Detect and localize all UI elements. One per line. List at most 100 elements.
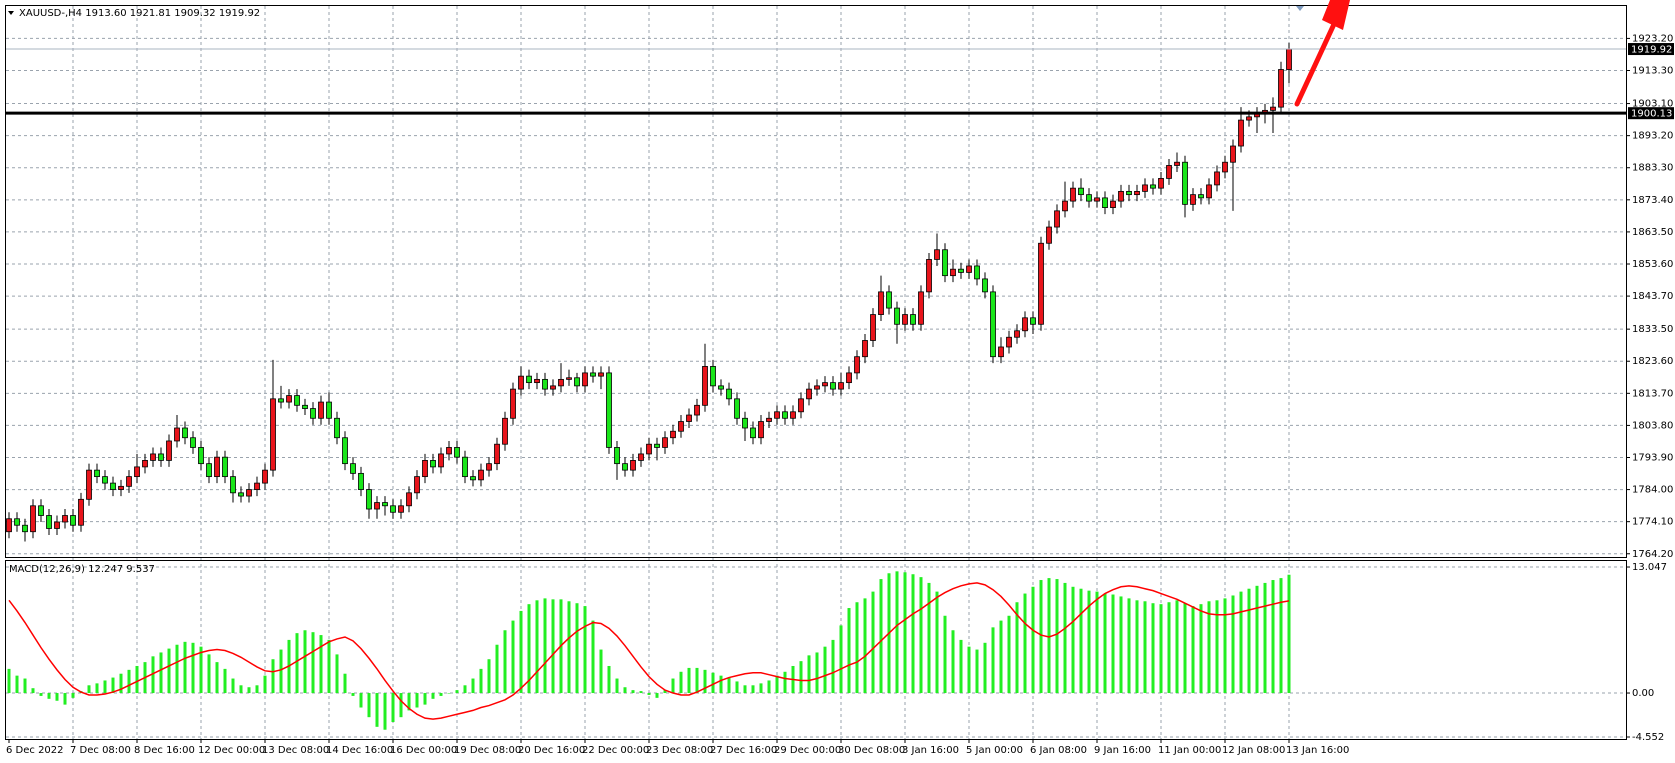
histogram-bar <box>599 649 603 694</box>
y-tick-label: 1774.10 <box>1632 517 1673 528</box>
histogram-bar <box>919 577 923 694</box>
histogram-bar <box>943 615 947 694</box>
histogram-bar <box>415 693 419 708</box>
histogram-bar <box>279 649 283 694</box>
histogram-bar <box>231 678 235 694</box>
histogram-bar <box>815 652 819 694</box>
candle-body <box>358 472 364 490</box>
candle-body <box>942 249 948 277</box>
candle-body <box>638 453 644 461</box>
text-layer: 1923.20 1913.30 1903.10 1893.20 1883.30 1873.… <box>6 33 1674 756</box>
histogram-bar <box>175 644 179 694</box>
histogram-bar <box>159 652 163 694</box>
candle-body <box>398 505 404 513</box>
candle-body <box>62 515 68 523</box>
histogram-bar <box>767 680 771 694</box>
x-tick-label: 13 Jan 16:00 <box>1286 745 1349 756</box>
candle-body <box>286 395 292 403</box>
candle-body <box>462 456 468 478</box>
candle-body <box>1118 190 1124 202</box>
histogram-bar <box>255 685 259 694</box>
histogram-bar <box>487 659 491 694</box>
candle-body <box>246 489 252 497</box>
y-tick-label: 1923.20 <box>1632 33 1673 44</box>
histogram-bar <box>935 591 939 694</box>
candle-body <box>1062 200 1068 212</box>
histogram-bar <box>87 685 91 694</box>
candle-body <box>46 515 52 529</box>
candle-body <box>494 443 500 465</box>
candle-body <box>166 440 172 461</box>
candle-body <box>430 460 436 468</box>
histogram-bar <box>543 598 547 694</box>
price-label: 1919.92 <box>1631 45 1672 56</box>
histogram-bar <box>1095 591 1099 694</box>
y-tick-label: 1784.00 <box>1632 485 1673 496</box>
histogram-bar <box>207 654 211 694</box>
candle-body <box>950 268 956 277</box>
histogram-bar <box>311 632 315 694</box>
candle-body <box>174 427 180 442</box>
histogram-bar <box>135 665 139 694</box>
candle-body <box>710 366 716 387</box>
candle-body <box>702 366 708 406</box>
histogram-bar <box>1207 601 1211 694</box>
candle-body <box>502 417 508 445</box>
x-tick-label: 20 Dec 16:00 <box>518 745 585 756</box>
candle-body <box>1286 48 1292 70</box>
price-label-box <box>1628 107 1674 120</box>
candle-body <box>446 447 452 455</box>
price-label: 1900.13 <box>1631 109 1672 120</box>
histogram-bar <box>831 639 835 694</box>
candle-body <box>590 372 596 377</box>
annotation-arrow-head <box>1322 0 1350 30</box>
histogram-bar <box>671 678 675 694</box>
x-tick-label: 5 Jan 00:00 <box>966 745 1023 756</box>
candle-body <box>1142 184 1148 192</box>
candle-body <box>1222 161 1228 173</box>
candle-body <box>606 372 612 448</box>
candle-body <box>1078 187 1084 196</box>
x-tick-label: 8 Dec 16:00 <box>134 745 195 756</box>
candle-body <box>22 524 28 533</box>
y-tick-label: 1833.50 <box>1632 324 1673 335</box>
candle-body <box>774 411 780 419</box>
candle-body <box>374 502 380 510</box>
candle-body <box>910 314 916 325</box>
histogram-bar <box>567 601 571 694</box>
candle-body <box>134 466 140 478</box>
x-tick-label: 23 Dec 08:00 <box>646 745 713 756</box>
histogram-bar <box>1023 593 1027 694</box>
histogram-bar <box>799 661 803 694</box>
candle-body <box>1086 194 1092 202</box>
histogram-bar <box>911 574 915 694</box>
candle-body <box>902 314 908 325</box>
histogram-bar <box>711 672 715 694</box>
candle-body <box>1022 317 1028 332</box>
candle-body <box>662 437 668 448</box>
histogram-bar <box>359 693 363 708</box>
candle-body <box>438 453 444 468</box>
candle-body <box>750 427 756 439</box>
candle-body <box>1102 197 1108 209</box>
candle-body <box>782 411 788 419</box>
y-tick-label: 1823.60 <box>1632 356 1673 367</box>
candle-body <box>118 485 124 490</box>
candle-body <box>1198 194 1204 199</box>
symbol-menu-icon[interactable] <box>8 11 14 15</box>
histogram-bar <box>1255 585 1259 694</box>
histogram-bar <box>335 654 339 694</box>
histogram-bar <box>583 606 587 694</box>
histogram-bar <box>383 693 387 730</box>
candle-body <box>190 437 196 448</box>
histogram-bar <box>783 671 787 694</box>
y-tick-label: 0.00 <box>1632 688 1654 699</box>
shift-marker[interactable] <box>1296 6 1304 11</box>
candle-body <box>934 249 940 260</box>
histogram-bar <box>1079 588 1083 694</box>
histogram-bar <box>431 693 435 699</box>
candle-body <box>878 291 884 315</box>
x-tick-label: 11 Jan 00:00 <box>1158 745 1221 756</box>
histogram-bar <box>423 693 427 705</box>
histogram-bar <box>615 678 619 694</box>
